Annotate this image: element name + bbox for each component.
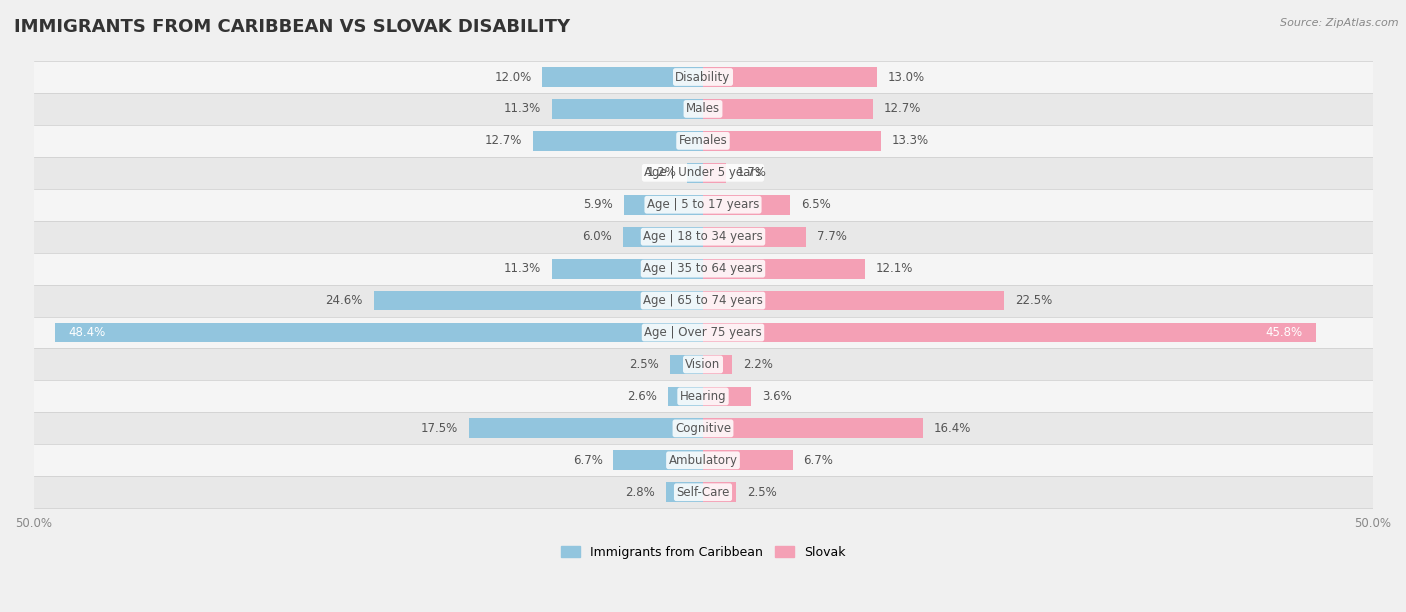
Bar	[665, 482, 703, 502]
Bar	[703, 131, 882, 151]
Text: 11.3%: 11.3%	[503, 262, 541, 275]
Text: 12.1%: 12.1%	[876, 262, 912, 275]
Text: 6.5%: 6.5%	[801, 198, 831, 211]
Text: Males: Males	[686, 102, 720, 116]
Text: 5.9%: 5.9%	[583, 198, 613, 211]
Text: 11.3%: 11.3%	[503, 102, 541, 116]
Bar	[34, 412, 1372, 444]
Bar	[34, 188, 1372, 221]
Bar	[669, 354, 703, 375]
Text: Females: Females	[679, 135, 727, 147]
Bar	[668, 387, 703, 406]
Bar	[34, 348, 1372, 381]
Text: 17.5%: 17.5%	[420, 422, 458, 435]
Bar	[55, 323, 703, 343]
Bar	[703, 482, 737, 502]
Bar	[703, 195, 790, 215]
Text: 24.6%: 24.6%	[326, 294, 363, 307]
Text: Vision: Vision	[685, 358, 721, 371]
Text: IMMIGRANTS FROM CARIBBEAN VS SLOVAK DISABILITY: IMMIGRANTS FROM CARIBBEAN VS SLOVAK DISA…	[14, 18, 571, 36]
Bar	[34, 157, 1372, 188]
Bar	[703, 291, 1004, 310]
Text: 1.7%: 1.7%	[737, 166, 766, 179]
Text: 22.5%: 22.5%	[1015, 294, 1052, 307]
Text: Age | 18 to 34 years: Age | 18 to 34 years	[643, 230, 763, 243]
Bar	[34, 444, 1372, 476]
Bar	[703, 67, 877, 87]
Text: 13.3%: 13.3%	[891, 135, 929, 147]
Bar	[703, 323, 1316, 343]
Bar	[703, 354, 733, 375]
Text: 2.5%: 2.5%	[747, 486, 778, 499]
Bar	[551, 259, 703, 278]
Bar	[34, 253, 1372, 285]
Text: 7.7%: 7.7%	[817, 230, 846, 243]
Text: 48.4%: 48.4%	[69, 326, 105, 339]
Text: 13.0%: 13.0%	[887, 70, 925, 83]
Text: 2.6%: 2.6%	[627, 390, 658, 403]
Bar	[34, 125, 1372, 157]
Bar	[613, 450, 703, 470]
Text: 12.7%: 12.7%	[485, 135, 522, 147]
Text: Age | 5 to 17 years: Age | 5 to 17 years	[647, 198, 759, 211]
Text: Self-Care: Self-Care	[676, 486, 730, 499]
Bar	[551, 99, 703, 119]
Bar	[34, 93, 1372, 125]
Legend: Immigrants from Caribbean, Slovak: Immigrants from Caribbean, Slovak	[555, 541, 851, 564]
Bar	[703, 163, 725, 183]
Bar	[703, 259, 865, 278]
Bar	[374, 291, 703, 310]
Bar	[34, 221, 1372, 253]
Text: 45.8%: 45.8%	[1265, 326, 1303, 339]
Bar	[34, 476, 1372, 508]
Text: Source: ZipAtlas.com: Source: ZipAtlas.com	[1281, 18, 1399, 28]
Text: 2.2%: 2.2%	[744, 358, 773, 371]
Bar	[688, 163, 703, 183]
Text: Age | 65 to 74 years: Age | 65 to 74 years	[643, 294, 763, 307]
Text: 12.0%: 12.0%	[495, 70, 531, 83]
Text: 12.7%: 12.7%	[884, 102, 921, 116]
Text: Ambulatory: Ambulatory	[668, 453, 738, 467]
Bar	[34, 316, 1372, 348]
Text: Age | Over 75 years: Age | Over 75 years	[644, 326, 762, 339]
Bar	[624, 195, 703, 215]
Bar	[34, 61, 1372, 93]
Text: Cognitive: Cognitive	[675, 422, 731, 435]
Bar	[703, 227, 806, 247]
Text: 1.2%: 1.2%	[647, 166, 676, 179]
Text: 6.0%: 6.0%	[582, 230, 612, 243]
Bar	[543, 67, 703, 87]
Text: 6.7%: 6.7%	[572, 453, 603, 467]
Bar	[703, 99, 873, 119]
Bar	[468, 419, 703, 438]
Text: Age | 35 to 64 years: Age | 35 to 64 years	[643, 262, 763, 275]
Bar	[703, 419, 922, 438]
Bar	[623, 227, 703, 247]
Text: 16.4%: 16.4%	[934, 422, 970, 435]
Text: 2.8%: 2.8%	[626, 486, 655, 499]
Text: Hearing: Hearing	[679, 390, 727, 403]
Bar	[34, 285, 1372, 316]
Text: 6.7%: 6.7%	[803, 453, 834, 467]
Bar	[703, 450, 793, 470]
Text: 2.5%: 2.5%	[628, 358, 659, 371]
Bar	[533, 131, 703, 151]
Bar	[703, 387, 751, 406]
Text: Age | Under 5 years: Age | Under 5 years	[644, 166, 762, 179]
Bar	[34, 381, 1372, 412]
Text: Disability: Disability	[675, 70, 731, 83]
Text: 3.6%: 3.6%	[762, 390, 792, 403]
